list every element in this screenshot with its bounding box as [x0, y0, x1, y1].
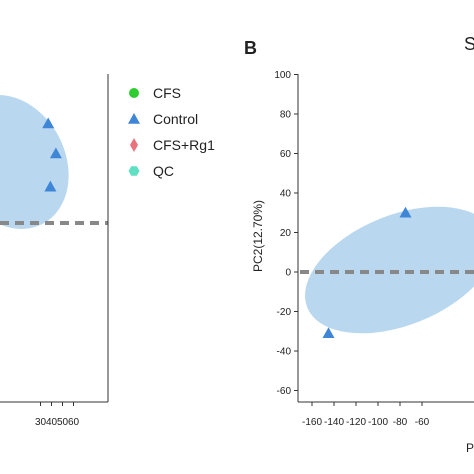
legend-marker-cfs-rg1	[130, 138, 138, 152]
y-tick-label-b: 60	[280, 149, 292, 160]
x-tick-label-b: -100	[368, 417, 388, 428]
control-point-a-0	[42, 117, 55, 129]
x-tick-label-b: -140	[324, 417, 344, 428]
x-tick-label-b: -80	[393, 417, 408, 428]
y-tick-label-b: 80	[280, 110, 292, 121]
panel-b-y-ticks: 100 80 60 40 20 0 -20 -40 -60	[274, 70, 298, 397]
y-tick-label-b: -20	[277, 307, 292, 318]
x-tick-label-a: 30	[35, 417, 47, 428]
panel-b-y-axis-title: PC2(12.70%)	[251, 200, 265, 272]
legend-label: QC	[153, 163, 174, 179]
control-point-b-0	[322, 327, 335, 339]
x-tick-label-b: -120	[346, 417, 366, 428]
y-tick-label-b: 0	[285, 268, 291, 279]
y-tick-label-b: 40	[280, 189, 292, 200]
control-point-b-1	[399, 206, 412, 218]
y-tick-label-b: 20	[280, 228, 292, 239]
legend-marker-qc	[128, 166, 140, 176]
legend-marker-cfs	[129, 88, 139, 98]
x-tick-label-a: 60	[68, 417, 80, 428]
legend: CFS Control CFS+Rg1 QC	[128, 85, 215, 179]
panel-b: B S PC2(12.70%) 100 80 60 40 20 0 -20 -40 -60 -1…	[244, 34, 474, 455]
legend-label: CFS+Rg1	[153, 137, 215, 153]
legend-label: CFS	[153, 85, 181, 101]
panel-b-points	[322, 206, 412, 339]
y-tick-label-b: -60	[277, 386, 292, 397]
panel-b-letter: B	[244, 38, 257, 58]
legend-label: Control	[153, 111, 198, 127]
legend-marker-control	[128, 113, 140, 124]
x-tick-label-a: 40	[46, 417, 58, 428]
control-confidence-ellipse-b	[305, 206, 474, 334]
panel-a: 30 40 50 60	[0, 74, 109, 428]
y-tick-label-b: -40	[277, 347, 292, 358]
x-tick-label-b: -160	[302, 417, 322, 428]
control-confidence-ellipse-a	[0, 95, 69, 229]
x-tick-label-b: -60	[415, 417, 430, 428]
panel-b-x-axis-title-fragment: P	[466, 441, 474, 455]
x-tick-label-a: 50	[57, 417, 69, 428]
panel-b-title-fragment: S	[464, 34, 474, 54]
panel-a-points	[42, 117, 62, 192]
control-point-a-2	[44, 180, 57, 192]
control-point-a-1	[49, 147, 62, 159]
panel-a-x-ticks: 30 40 50 60	[35, 402, 80, 428]
panel-b-x-ticks: -160 -140 -120 -100 -80 -60	[302, 402, 430, 428]
y-tick-label-b: 100	[274, 70, 291, 81]
